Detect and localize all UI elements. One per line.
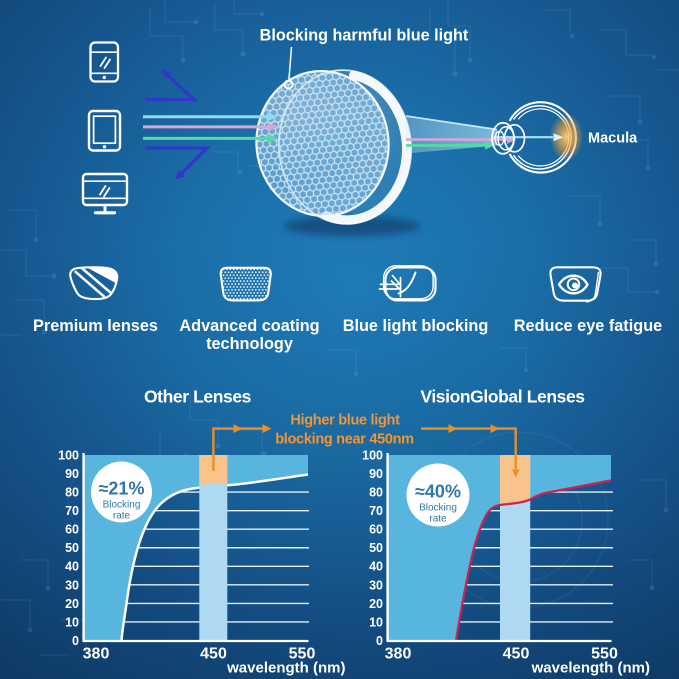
svg-text:Premium lenses: Premium lenses — [33, 317, 158, 335]
svg-text:rate: rate — [429, 514, 447, 525]
svg-text:80: 80 — [65, 486, 79, 500]
svg-text:70: 70 — [65, 504, 79, 518]
svg-text:blocking near 450nm: blocking near 450nm — [275, 432, 414, 448]
svg-text:40: 40 — [65, 560, 79, 574]
svg-text:10: 10 — [65, 615, 79, 629]
svg-text:100: 100 — [362, 449, 383, 463]
svg-text:50: 50 — [369, 541, 383, 555]
svg-text:≈21%: ≈21% — [99, 479, 145, 499]
svg-text:wavelength (nm): wavelength (nm) — [226, 660, 345, 677]
svg-text:550: 550 — [591, 646, 618, 663]
svg-text:0: 0 — [72, 634, 79, 648]
svg-text:Advanced coating: Advanced coating — [179, 317, 319, 335]
svg-text:550: 550 — [289, 646, 316, 663]
svg-text:Higher blue light: Higher blue light — [290, 413, 400, 429]
svg-text:380: 380 — [83, 646, 110, 663]
svg-text:Blocking harmful blue light: Blocking harmful blue light — [260, 27, 469, 45]
svg-text:80: 80 — [369, 486, 383, 500]
svg-text:60: 60 — [65, 523, 79, 537]
svg-text:VisionGlobal Lenses: VisionGlobal Lenses — [420, 387, 585, 407]
svg-text:450: 450 — [200, 646, 227, 663]
svg-text:rate: rate — [113, 511, 131, 522]
svg-text:Macula: Macula — [588, 131, 638, 147]
svg-text:wavelength (nm): wavelength (nm) — [531, 660, 650, 677]
svg-text:60: 60 — [369, 523, 383, 537]
svg-text:Blocking: Blocking — [103, 500, 141, 511]
svg-text:30: 30 — [65, 578, 79, 592]
svg-text:Reduce eye fatigue: Reduce eye fatigue — [514, 317, 662, 335]
svg-text:Blue light blocking: Blue light blocking — [343, 317, 489, 335]
svg-text:20: 20 — [65, 597, 79, 611]
svg-text:90: 90 — [369, 467, 383, 481]
svg-text:20: 20 — [369, 597, 383, 611]
svg-text:≈40%: ≈40% — [415, 482, 461, 502]
svg-text:70: 70 — [369, 504, 383, 518]
svg-text:30: 30 — [369, 578, 383, 592]
svg-text:40: 40 — [369, 560, 383, 574]
svg-text:technology: technology — [206, 335, 293, 353]
svg-text:380: 380 — [385, 646, 412, 663]
svg-text:Blocking: Blocking — [419, 503, 457, 514]
svg-text:90: 90 — [65, 467, 79, 481]
svg-text:0: 0 — [376, 634, 383, 648]
svg-text:450: 450 — [503, 646, 530, 663]
svg-text:100: 100 — [58, 449, 79, 463]
svg-text:Other Lenses: Other Lenses — [144, 387, 252, 407]
svg-text:10: 10 — [369, 615, 383, 629]
svg-text:50: 50 — [65, 541, 79, 555]
